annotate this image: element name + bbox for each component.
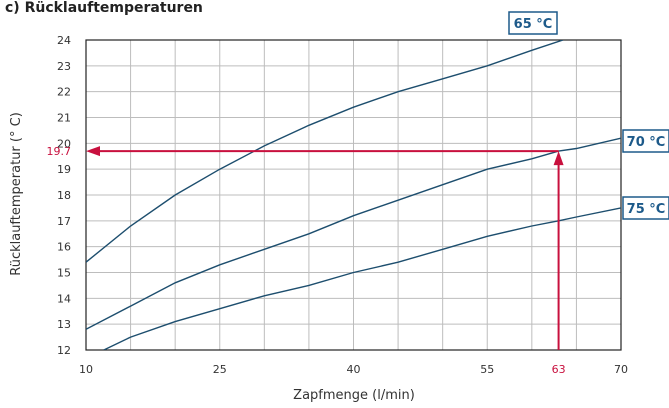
series-line-0 xyxy=(86,40,564,263)
y-tick-label: 14 xyxy=(57,292,71,305)
y-tick-label: 15 xyxy=(57,267,71,280)
y-tick-label: 23 xyxy=(57,60,71,73)
curves xyxy=(86,40,621,350)
curve-label-box xyxy=(622,196,669,220)
x-tick-label: 10 xyxy=(79,363,93,376)
y-tick-label: 18 xyxy=(57,189,71,202)
y-tick-label: 16 xyxy=(57,241,71,254)
grid xyxy=(85,39,622,351)
highlight-x-label: 63 xyxy=(552,363,566,376)
y-axis-label: Rücklauftemperatur (° C) xyxy=(9,112,24,276)
arrow-head-up xyxy=(553,151,564,166)
highlight-y-label: 19.7 xyxy=(47,145,72,158)
y-tick-label: 13 xyxy=(57,318,71,331)
highlight-markers: 63 19.7 xyxy=(47,145,566,376)
y-tick-label: 24 xyxy=(57,34,71,47)
x-tick-label: 40 xyxy=(347,363,361,376)
curve-label: 75 °C xyxy=(627,202,666,217)
tick-labels: 12 13 14 15 16 17 18 19 20 21 22 23 24 10 25 40 55 70 xyxy=(57,34,628,376)
y-tick-label: 12 xyxy=(57,344,71,357)
curve-label: 70 °C xyxy=(627,135,666,150)
x-tick-label: 55 xyxy=(480,363,494,376)
x-tick-label: 25 xyxy=(213,363,227,376)
x-axis-label: Zapfmenge (l/min) xyxy=(293,388,415,403)
arrow-head-left xyxy=(86,146,100,157)
chart-title: c) Rücklauftemperaturen xyxy=(5,0,203,16)
y-tick-label: 19 xyxy=(57,163,71,176)
y-tick-label: 21 xyxy=(57,112,71,125)
x-tick-label: 70 xyxy=(614,363,628,376)
curve-label-box xyxy=(622,129,669,153)
curve-label-box xyxy=(508,11,558,35)
series-line-2 xyxy=(103,207,621,350)
y-tick-label: 20 xyxy=(57,137,71,150)
y-tick-label: 22 xyxy=(57,86,71,99)
series-line-1 xyxy=(86,137,621,330)
curve-label: 65 °C xyxy=(514,17,553,32)
curve-labels: 65 °C 70 °C 75 °C xyxy=(508,11,669,220)
plot-frame xyxy=(85,39,622,351)
y-tick-label: 17 xyxy=(57,215,71,228)
